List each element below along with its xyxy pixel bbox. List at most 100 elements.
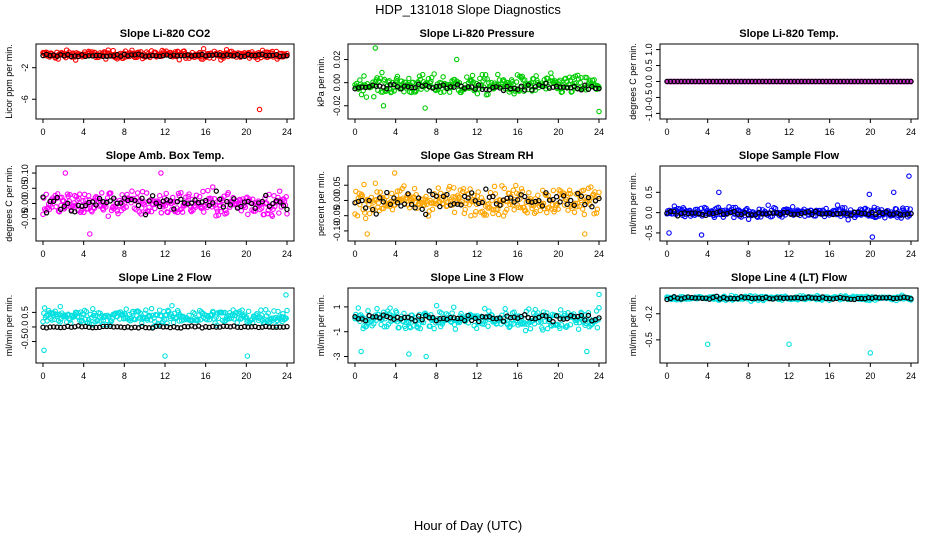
x-tick-label: 20 (241, 127, 251, 137)
reference-point (507, 195, 514, 201)
reference-point (135, 202, 142, 209)
reference-point (206, 202, 212, 209)
data-point (374, 189, 380, 195)
data-point (489, 312, 495, 319)
reference-point (419, 206, 425, 212)
data-point (276, 210, 282, 216)
data-point (141, 201, 147, 208)
reference-point (146, 325, 152, 331)
reference-point (812, 78, 819, 85)
x-tick-label: 16 (201, 249, 211, 259)
y-tick-label: 0.00 (332, 74, 342, 92)
reference-point (61, 203, 67, 209)
data-point (76, 191, 83, 197)
plot-panel: Slope Li-820 Pressure kPa per min. -0.02 0.… (316, 28, 607, 137)
reference-point (128, 52, 135, 58)
reference-point (713, 293, 720, 299)
data-point (591, 77, 597, 83)
reference-point (256, 324, 262, 331)
reference-point (266, 324, 273, 330)
reference-point (745, 78, 752, 85)
data-point (557, 307, 564, 313)
reference-point (263, 52, 269, 59)
reference-point (897, 211, 904, 218)
reference-point (479, 86, 486, 93)
data-point (115, 210, 121, 217)
y-tick-label: 0.0 (644, 206, 654, 219)
reference-point (560, 316, 567, 322)
data-point (450, 304, 457, 310)
reference-point (412, 84, 418, 91)
outlier-point (391, 170, 398, 176)
data-point (53, 203, 59, 210)
reference-point (387, 201, 394, 207)
data-point (539, 327, 546, 333)
reference-point (401, 314, 408, 321)
reference-point (731, 208, 737, 215)
data-point (591, 210, 597, 217)
reference-point (454, 315, 461, 322)
data-point (80, 197, 86, 204)
reference-point (696, 295, 702, 301)
reference-point (589, 204, 595, 210)
x-tick-label: 20 (241, 371, 251, 381)
reference-point (876, 78, 882, 85)
reference-point (458, 202, 464, 208)
data-point (254, 310, 260, 317)
reference-point (472, 198, 478, 204)
data-point (67, 317, 73, 323)
data-point (146, 312, 152, 319)
x-tick-label: 4 (81, 249, 86, 259)
reference-point (227, 202, 234, 208)
data-point (195, 317, 201, 323)
data-point (834, 202, 841, 208)
data-point (511, 309, 517, 315)
reference-point (901, 78, 907, 85)
data-point (283, 315, 289, 322)
x-tick-label: 8 (122, 371, 127, 381)
plot-title: Slope Sample Flow (739, 150, 840, 162)
reference-point (153, 323, 159, 330)
data-point (361, 73, 367, 79)
x-tick-label: 0 (40, 371, 45, 381)
outlier-point (906, 173, 912, 179)
data-point (196, 193, 203, 200)
data-point (431, 325, 437, 332)
reference-point (65, 200, 71, 207)
plot-panel: Slope Line 2 Flow ml/min per min. -0.50.0 0… (4, 272, 295, 381)
reference-point (699, 295, 706, 301)
reference-point (823, 78, 829, 85)
x-tick-label: 12 (160, 371, 170, 381)
reference-point (103, 323, 110, 330)
data-point (473, 325, 480, 332)
y-tick-label: -0.10 (332, 221, 342, 242)
y-tick-label: 1 (332, 304, 342, 309)
data-point (57, 319, 63, 325)
data-point (720, 214, 727, 220)
data-point (362, 210, 368, 216)
reference-point (217, 196, 223, 202)
reference-point (887, 78, 893, 85)
reference-point (664, 78, 670, 85)
reference-point (809, 78, 815, 85)
data-point (576, 203, 583, 209)
data-point (842, 205, 848, 211)
reference-point (408, 84, 415, 91)
reference-point (571, 202, 577, 208)
reference-point (280, 202, 287, 209)
data-point (566, 74, 573, 80)
data-point (261, 211, 267, 218)
outlier-point (406, 351, 412, 357)
reference-point (433, 193, 440, 199)
plot-panel: Slope Sample Flow ml/min per min. -0.5 0.0 0… (628, 150, 919, 259)
reference-point (805, 209, 812, 215)
reference-point (149, 193, 156, 199)
reference-point (689, 294, 695, 301)
reference-point (107, 198, 113, 204)
reference-point (819, 78, 826, 85)
x-tick-label: 8 (746, 127, 751, 137)
x-tick-label: 16 (825, 127, 835, 137)
data-point (845, 217, 851, 223)
x-tick-label: 8 (122, 127, 127, 137)
x-tick-label: 20 (553, 371, 563, 381)
